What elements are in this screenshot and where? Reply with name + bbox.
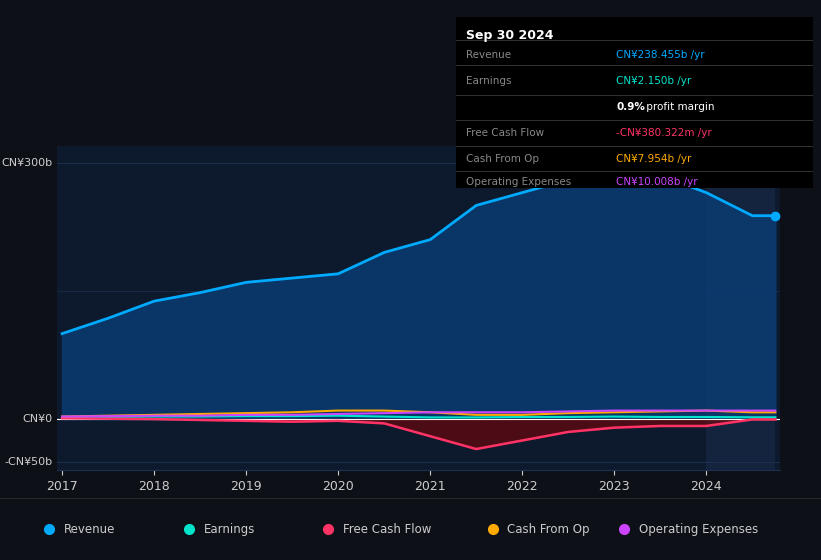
Text: -CN¥380.322m /yr: -CN¥380.322m /yr: [617, 128, 712, 138]
Text: Cash From Op: Cash From Op: [466, 153, 539, 164]
Text: -CN¥50b: -CN¥50b: [5, 457, 53, 467]
Text: profit margin: profit margin: [643, 102, 714, 113]
Text: Revenue: Revenue: [64, 522, 116, 536]
Text: CN¥2.150b /yr: CN¥2.150b /yr: [617, 76, 691, 86]
Text: Earnings: Earnings: [204, 522, 255, 536]
Text: CN¥10.008b /yr: CN¥10.008b /yr: [617, 178, 698, 188]
Bar: [706, 146, 775, 470]
Text: Revenue: Revenue: [466, 50, 511, 60]
Text: Earnings: Earnings: [466, 76, 511, 86]
Text: Free Cash Flow: Free Cash Flow: [343, 522, 432, 536]
Text: Operating Expenses: Operating Expenses: [639, 522, 758, 536]
Text: Free Cash Flow: Free Cash Flow: [466, 128, 544, 138]
Text: Cash From Op: Cash From Op: [507, 522, 589, 536]
Text: CN¥0: CN¥0: [23, 414, 53, 424]
Text: CN¥238.455b /yr: CN¥238.455b /yr: [617, 50, 705, 60]
Text: 0.9%: 0.9%: [617, 102, 645, 113]
Text: CN¥300b: CN¥300b: [2, 158, 53, 167]
Text: Operating Expenses: Operating Expenses: [466, 178, 571, 188]
Text: Sep 30 2024: Sep 30 2024: [466, 29, 554, 42]
Text: CN¥7.954b /yr: CN¥7.954b /yr: [617, 153, 692, 164]
